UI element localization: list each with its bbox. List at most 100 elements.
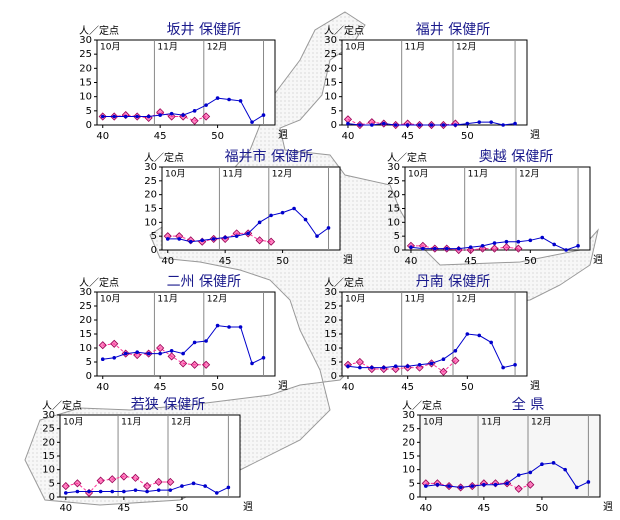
- point: [355, 357, 364, 367]
- x-tick-label: 50: [211, 382, 224, 393]
- point: [61, 482, 70, 491]
- y-tick-label: 15: [324, 329, 337, 340]
- y-tick-label: 15: [402, 451, 415, 462]
- point: [204, 339, 208, 343]
- panel: 10月 11月 12月 0 5 10 15 20 25 30 40 45 50 人／定点週 全 県: [402, 396, 613, 514]
- point: [381, 365, 386, 370]
- point: [200, 238, 204, 243]
- point: [526, 480, 535, 489]
- month-label: 12月: [207, 294, 227, 305]
- chart-title: 福井市 保健所: [225, 148, 313, 165]
- point: [405, 364, 410, 369]
- point: [501, 123, 505, 127]
- point: [458, 485, 463, 490]
- point: [315, 234, 319, 238]
- point: [261, 113, 266, 117]
- point: [73, 479, 82, 488]
- x-tick-label: 40: [59, 503, 72, 514]
- x-tick-label: 40: [419, 503, 432, 514]
- y-tick-label: 5: [409, 478, 415, 489]
- point: [158, 113, 162, 117]
- point: [100, 114, 105, 119]
- point: [492, 241, 497, 245]
- point: [501, 365, 505, 370]
- point: [346, 364, 350, 369]
- point: [156, 488, 161, 492]
- point: [326, 226, 331, 230]
- x-tick-label: 50: [211, 131, 224, 142]
- point: [146, 351, 151, 356]
- month-label: 10月: [423, 417, 443, 428]
- point: [110, 489, 115, 494]
- x-tick-label: 50: [536, 503, 549, 514]
- point: [255, 236, 264, 245]
- point: [202, 360, 211, 369]
- point: [202, 112, 211, 121]
- y-tick-label: 5: [86, 357, 92, 368]
- panel: 10月 11月 12月 0 5 10 15 20 25 30 40 45 50 人／定点週 奥越 保健所: [387, 148, 603, 267]
- x-tick-label: 40: [96, 382, 109, 393]
- point: [513, 363, 517, 367]
- series-line: [425, 482, 531, 490]
- point: [381, 121, 386, 126]
- y-axis-label: 人／定点: [324, 24, 364, 37]
- point: [177, 237, 182, 241]
- y-tick-label: 10: [144, 217, 157, 228]
- point: [409, 245, 413, 250]
- point: [424, 484, 428, 488]
- y-tick-label: 25: [79, 49, 92, 60]
- point: [513, 121, 517, 126]
- point: [250, 120, 254, 124]
- point: [223, 235, 227, 240]
- point: [131, 473, 140, 482]
- point: [188, 239, 193, 244]
- point: [564, 248, 568, 252]
- y-tick-label: 15: [144, 204, 157, 215]
- y-tick-label: 10: [42, 465, 55, 476]
- x-tick-label: 45: [118, 503, 131, 514]
- point: [180, 484, 184, 488]
- point: [123, 351, 128, 356]
- point: [158, 351, 162, 356]
- y-tick-label: 10: [79, 343, 92, 354]
- point: [514, 484, 523, 493]
- y-tick-label: 20: [324, 63, 337, 74]
- x-axis-label: 週: [278, 380, 288, 392]
- x-tick-label: 40: [342, 131, 355, 142]
- point: [87, 489, 91, 494]
- point: [453, 349, 458, 353]
- panel: 10月 11月 12月 0 5 10 15 20 25 30 40 45 50 人／定点週 丹南 保健所: [324, 274, 540, 393]
- point: [215, 96, 220, 100]
- point: [191, 481, 196, 486]
- point: [444, 246, 449, 251]
- y-tick-label: 0: [151, 245, 157, 256]
- y-tick-label: 10: [387, 217, 400, 228]
- y-tick-label: 15: [324, 78, 337, 89]
- point: [478, 244, 487, 253]
- x-tick-label: 45: [154, 382, 167, 393]
- y-tick-label: 25: [42, 424, 55, 435]
- point: [480, 244, 485, 248]
- point: [370, 123, 374, 127]
- point: [167, 352, 176, 361]
- plot-area: [96, 291, 276, 377]
- point: [441, 123, 446, 127]
- y-tick-label: 5: [49, 478, 55, 489]
- point: [466, 245, 475, 255]
- x-tick-label: 50: [524, 256, 537, 267]
- x-axis-label: 週: [593, 254, 603, 266]
- panel: 10月 11月 12月 0 5 10 15 20 25 30 40 45 50 人／定点週 坂井 保健所: [79, 22, 288, 142]
- point: [192, 340, 197, 345]
- point: [358, 365, 362, 370]
- point: [574, 485, 579, 490]
- point: [393, 123, 398, 127]
- month-label: 12月: [207, 42, 227, 53]
- point: [489, 340, 493, 345]
- point: [146, 114, 151, 119]
- point: [261, 356, 266, 360]
- y-tick-label: 5: [86, 106, 92, 117]
- y-tick-label: 30: [387, 162, 400, 173]
- month-label: 10月: [345, 294, 365, 305]
- y-axis-label: 人／定点: [144, 151, 184, 164]
